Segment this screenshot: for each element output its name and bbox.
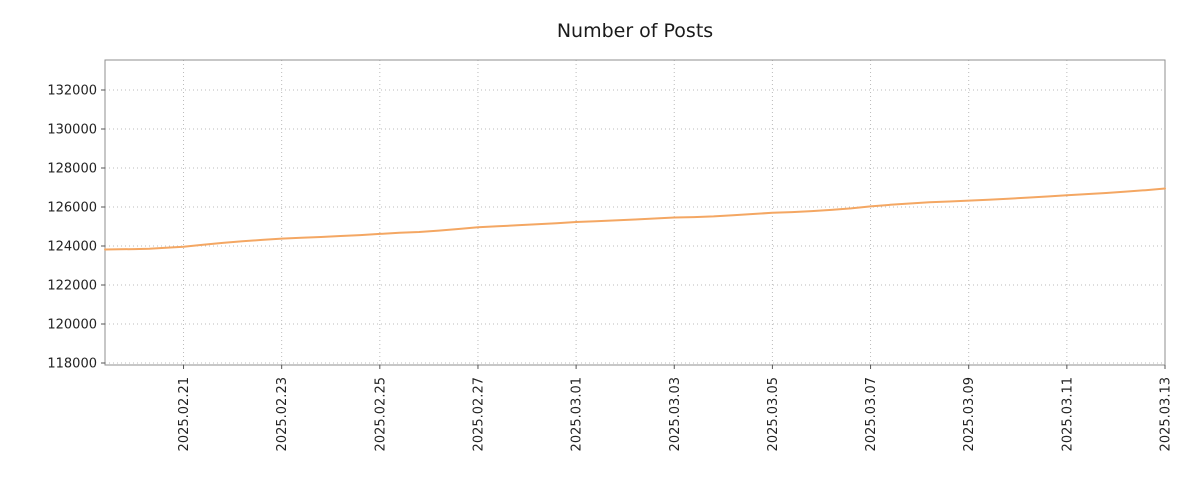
series-line-number-of-posts xyxy=(104,187,1166,251)
y-tick-label: 126000 xyxy=(47,200,97,215)
x-tick-label: 2025.03.13 xyxy=(1159,377,1174,451)
y-tick-label: 118000 xyxy=(47,356,97,371)
plot-border xyxy=(104,59,1166,366)
x-tick-label: 2025.03.07 xyxy=(864,377,879,451)
y-tick-label: 128000 xyxy=(47,161,97,176)
y-tick-label: 130000 xyxy=(47,122,97,137)
x-tick-label: 2025.03.05 xyxy=(766,377,781,451)
x-tick-label: 2025.03.09 xyxy=(962,377,977,451)
series-layer xyxy=(104,187,1166,251)
tick-label-layer: 2025.02.21 2025.02.23 2025.02.25 2025.02.27… xyxy=(47,83,1173,451)
axes-layer xyxy=(101,59,1166,369)
x-tick-label: 2025.03.11 xyxy=(1060,377,1075,451)
x-tick-label: 2025.02.23 xyxy=(275,377,290,451)
x-tick-label: 2025.02.25 xyxy=(373,377,388,451)
y-tick-label: 122000 xyxy=(47,278,97,293)
y-tick-label: 120000 xyxy=(47,317,97,332)
y-tick-label: 132000 xyxy=(47,83,97,98)
x-tick-label: 2025.02.27 xyxy=(471,377,486,451)
x-tick-label: 2025.02.21 xyxy=(177,377,192,451)
chart-title: Number of Posts xyxy=(557,20,713,42)
x-tick-label: 2025.03.03 xyxy=(668,377,683,451)
grid-layer xyxy=(105,60,1166,365)
x-tick-label: 2025.03.01 xyxy=(570,377,585,451)
y-tick-label: 124000 xyxy=(47,239,97,254)
